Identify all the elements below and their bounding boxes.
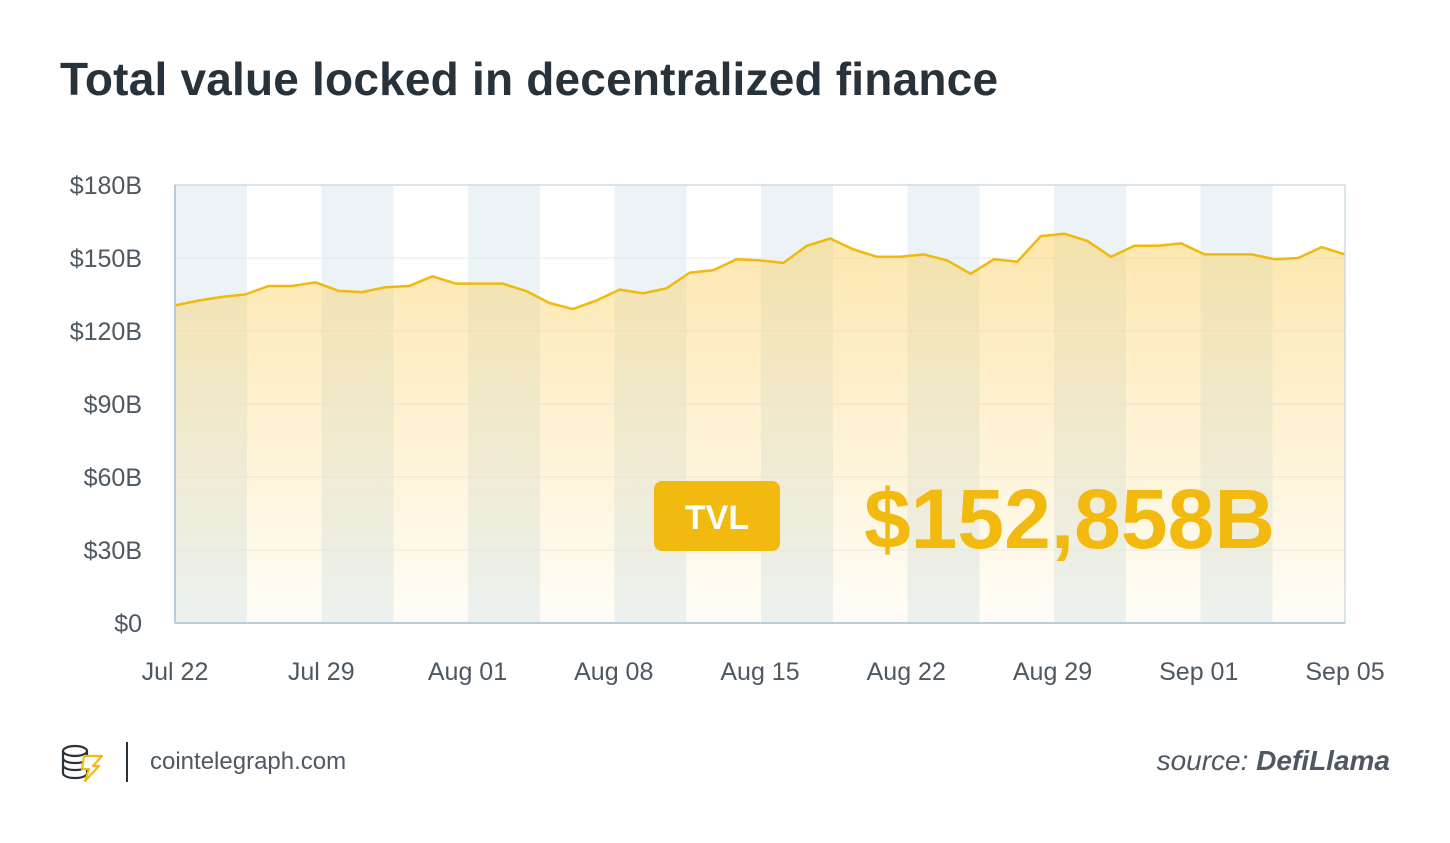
x-tick-label: Sep 05 (1305, 658, 1384, 686)
x-tick-label: Aug 22 (867, 658, 946, 686)
x-tick-label: Aug 15 (720, 658, 799, 686)
tvl-badge (654, 481, 780, 551)
x-axis: Jul 22 Jul 29 Aug 01 Aug 08 Aug 15 Aug 22 Aug … (142, 658, 1385, 686)
tvl-value: $152,858B (864, 472, 1275, 566)
x-tick-label: Jul 29 (288, 658, 355, 686)
chart-title: Total value locked in decentralized fina… (60, 53, 999, 105)
footer-divider (126, 742, 128, 782)
y-tick-label: $120B (70, 318, 142, 346)
source-name: DefiLlama (1256, 745, 1390, 776)
tvl-area-fill (175, 233, 1345, 623)
x-tick-label: Aug 08 (574, 658, 653, 686)
cointelegraph-logo-icon (61, 744, 104, 782)
y-tick-label: $60B (84, 464, 142, 492)
x-tick-label: Aug 01 (428, 658, 507, 686)
tvl-badge-label: TVL (685, 499, 749, 537)
y-tick-label: $90B (84, 391, 142, 419)
x-tick-label: Jul 22 (142, 658, 209, 686)
x-tick-label: Aug 29 (1013, 658, 1092, 686)
footer-site-link[interactable]: cointelegraph.com (150, 748, 347, 775)
y-tick-label: $180B (70, 172, 142, 200)
x-tick-label: Sep 01 (1159, 658, 1238, 686)
y-tick-label: $30B (84, 537, 142, 565)
footer-source: source: DefiLlama (1157, 745, 1390, 777)
y-axis: $0 $30B $60B $90B $120B $150B $180B (70, 172, 142, 638)
tvl-series-line (174, 232, 1346, 311)
y-tick-label: $0 (114, 610, 142, 638)
source-prefix: source: (1156, 745, 1249, 776)
y-tick-label: $150B (70, 245, 142, 273)
